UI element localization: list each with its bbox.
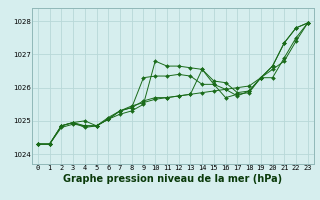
- X-axis label: Graphe pression niveau de la mer (hPa): Graphe pression niveau de la mer (hPa): [63, 174, 282, 184]
